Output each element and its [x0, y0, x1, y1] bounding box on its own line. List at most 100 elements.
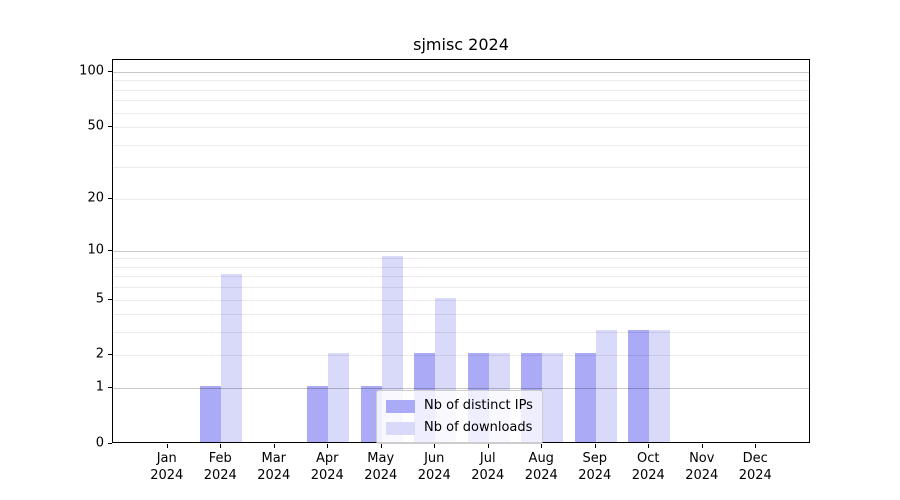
bar-downloads — [221, 274, 243, 442]
x-tick-mark — [166, 444, 168, 448]
x-tick-label: Nov 2024 — [670, 450, 734, 484]
x-tick-mark — [273, 444, 275, 448]
bar-downloads — [328, 353, 350, 442]
x-tick-month: Feb — [208, 451, 232, 466]
y-tick-mark — [108, 197, 112, 199]
x-tick-label: Feb 2024 — [188, 450, 252, 484]
y-tick-mark — [108, 298, 112, 300]
x-tick-year: 2024 — [150, 468, 184, 483]
bar-distinct-ips — [307, 386, 329, 442]
chart-title: sjmisc 2024 — [413, 35, 509, 54]
x-tick-month: Oct — [637, 451, 660, 466]
x-tick-year: 2024 — [578, 468, 612, 483]
y-tick-label: 10 — [87, 242, 104, 258]
gridline-minor — [113, 112, 809, 114]
gridline-minor — [113, 100, 809, 102]
x-tick-month: May — [367, 451, 395, 466]
y-tick-mark — [108, 125, 112, 127]
gridline-minor — [113, 314, 809, 316]
x-tick-month: Jul — [479, 451, 496, 466]
y-tick-mark — [108, 443, 112, 444]
y-tick-label: 5 — [95, 291, 104, 307]
y-tick-label: 0 — [95, 435, 104, 451]
x-tick-month: Apr — [316, 451, 339, 466]
gridline-minor — [113, 355, 809, 357]
y-tick-mark — [108, 249, 112, 251]
legend-label: Nb of downloads — [424, 420, 533, 435]
legend: Nb of distinct IPs Nb of downloads — [376, 390, 543, 444]
bar-distinct-ips — [200, 386, 222, 442]
x-tick-mark — [220, 444, 222, 448]
x-tick-mark — [541, 444, 543, 448]
gridline-minor — [113, 266, 809, 268]
x-tick-month: Mar — [261, 451, 287, 466]
y-tick-label: 1 — [95, 379, 104, 395]
x-tick-label: Aug 2024 — [509, 450, 573, 484]
y-tick-label: 100 — [79, 63, 104, 79]
x-tick-label: Jan 2024 — [135, 450, 199, 484]
bar-distinct-ips — [628, 330, 650, 442]
gridline-minor — [113, 89, 809, 91]
x-tick-year: 2024 — [471, 468, 505, 483]
x-tick-label: Jun 2024 — [402, 450, 466, 484]
y-tick-mark — [108, 354, 112, 356]
x-tick-mark — [487, 444, 489, 448]
x-tick-year: 2024 — [257, 468, 291, 483]
gridline-minor — [113, 126, 809, 128]
y-tick-label: 2 — [95, 346, 104, 362]
bar-distinct-ips — [574, 353, 596, 442]
x-tick-month: Dec — [742, 451, 768, 466]
gridline-major — [113, 71, 809, 73]
x-tick-label: Mar 2024 — [242, 450, 306, 484]
bar-downloads — [542, 353, 564, 442]
x-tick-label: Apr 2024 — [295, 450, 359, 484]
x-tick-month: Jun — [424, 451, 445, 466]
plot-area: Nb of distinct IPs Nb of downloads — [112, 59, 810, 444]
y-tick-mark — [108, 387, 112, 389]
gridline-major — [113, 250, 809, 252]
gridline-minor — [113, 332, 809, 334]
y-tick-label: 50 — [87, 118, 104, 134]
x-tick-mark — [648, 444, 650, 448]
legend-entry: Nb of downloads — [386, 420, 533, 436]
x-tick-mark — [327, 444, 329, 448]
x-tick-label: Sep 2024 — [563, 450, 627, 484]
gridline-minor — [113, 167, 809, 169]
x-tick-mark — [380, 444, 382, 448]
x-tick-year: 2024 — [417, 468, 451, 483]
x-tick-mark — [594, 444, 596, 448]
bar-downloads — [649, 330, 671, 442]
x-tick-month: Nov — [689, 451, 715, 466]
x-tick-mark — [701, 444, 703, 448]
x-tick-month: Aug — [528, 451, 554, 466]
x-tick-year: 2024 — [524, 468, 558, 483]
x-tick-label: Oct 2024 — [616, 450, 680, 484]
legend-label: Nb of distinct IPs — [424, 398, 533, 413]
x-tick-mark — [755, 444, 757, 448]
gridline-minor — [113, 287, 809, 289]
x-tick-label: Dec 2024 — [723, 450, 787, 484]
x-tick-year: 2024 — [685, 468, 719, 483]
gridline-minor — [113, 144, 809, 146]
x-tick-label: Jul 2024 — [456, 450, 520, 484]
y-tick-mark — [108, 70, 112, 72]
gridline-minor — [113, 276, 809, 278]
x-tick-mark — [434, 444, 436, 448]
x-tick-year: 2024 — [310, 468, 344, 483]
gridline-minor — [113, 299, 809, 301]
x-tick-year: 2024 — [738, 468, 772, 483]
gridline-minor — [113, 198, 809, 200]
bar-downloads — [595, 330, 617, 442]
legend-entry: Nb of distinct IPs — [386, 398, 533, 414]
gridline-minor — [113, 258, 809, 260]
x-tick-label: May 2024 — [349, 450, 413, 484]
x-tick-year: 2024 — [203, 468, 237, 483]
y-tick-label: 20 — [87, 190, 104, 205]
x-tick-year: 2024 — [364, 468, 398, 483]
legend-swatch — [386, 421, 415, 435]
x-tick-month: Sep — [582, 451, 607, 466]
gridline-major — [113, 388, 809, 390]
gridline-minor — [113, 80, 809, 82]
x-tick-month: Jan — [156, 451, 177, 466]
